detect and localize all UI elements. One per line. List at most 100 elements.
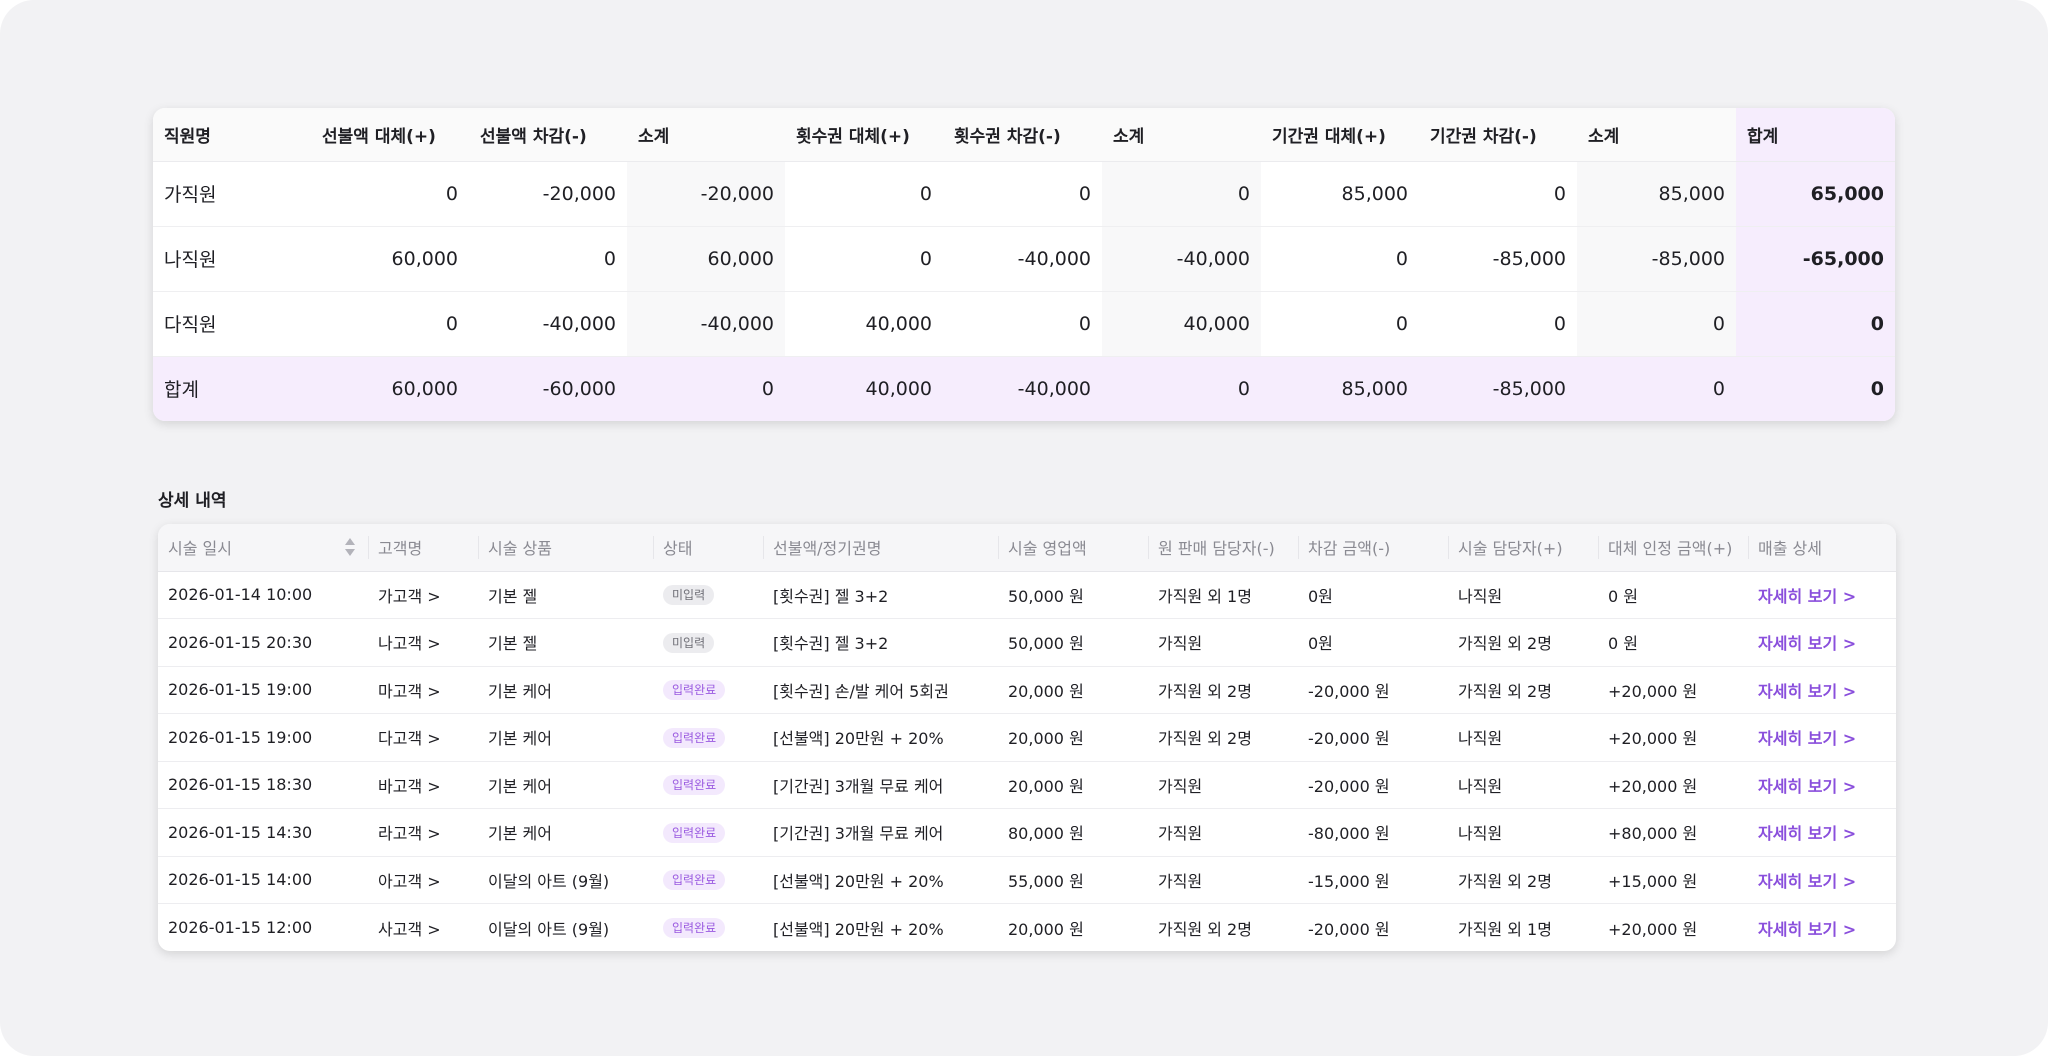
header-prepaid-transfer: 선불액 대체(+)	[311, 108, 469, 162]
customer-link[interactable]: 다고객 >	[378, 729, 441, 749]
customer-link[interactable]: 가고객 >	[378, 586, 441, 606]
service-staff-cell: 가직원 외 2명	[1458, 871, 1552, 891]
value-cell: 0	[943, 161, 1102, 227]
sales-amount-cell: 20,000 원	[1008, 681, 1084, 701]
sales-amount-cell: 50,000 원	[1008, 586, 1084, 606]
original-seller-cell-container: 가직원 외 2명	[1148, 713, 1298, 762]
detail-link[interactable]: 자세히 보기 >	[1758, 729, 1857, 749]
customer-link[interactable]: 라고객 >	[378, 824, 441, 844]
header-ticket-deduct: 횟수권 차감(-)	[943, 108, 1102, 162]
total-label-cell: 합계	[153, 356, 311, 421]
summary-row: 다직원 0 -40,000 -40,000 40,000 0 40,000 0 …	[153, 291, 1895, 357]
datetime-cell: 2026-01-15 20:30	[168, 632, 313, 652]
pass-name-cell-container: [횟수권] 젤 3+2	[763, 618, 998, 667]
header-service-datetime[interactable]: 시술 일시	[158, 524, 368, 572]
table-row: 2026-01-15 14:00 아고객 > 이달의 아트 (9월) 입력완료 [선불액…	[158, 856, 1896, 904]
product-cell: 기본 젤	[488, 586, 538, 606]
datetime-cell: 2026-01-15 12:00	[168, 918, 313, 937]
service-staff-cell: 나직원	[1458, 586, 1503, 606]
sort-icon[interactable]	[344, 536, 356, 558]
deduct-amount-cell-container: -20,000 원	[1298, 666, 1448, 714]
status-badge-container: 입력완료	[653, 713, 763, 762]
original-seller-cell: 가직원	[1158, 824, 1203, 844]
deduct-amount-cell: -20,000 원	[1308, 681, 1390, 701]
service-staff-cell-container: 가직원 외 1명	[1448, 904, 1598, 952]
product-cell: 기본 젤	[488, 634, 538, 654]
detail-link[interactable]: 자세히 보기 >	[1758, 634, 1857, 654]
customer-link[interactable]: 아고객 >	[378, 871, 441, 891]
pass-name-cell: [횟수권] 젤 3+2	[773, 634, 889, 654]
sales-amount-cell-container: 50,000 원	[998, 618, 1148, 667]
original-seller-cell: 가직원 외 2명	[1158, 729, 1252, 749]
pass-name-cell-container: [횟수권] 젤 3+2	[763, 571, 998, 619]
detail-link[interactable]: 자세히 보기 >	[1758, 681, 1857, 701]
detail-link-container: 자세히 보기 >	[1748, 904, 1896, 952]
total-value-cell: -40,000	[943, 356, 1102, 421]
subtotal-cell: -40,000	[1102, 226, 1261, 292]
header-status: 상태	[653, 524, 763, 572]
original-seller-cell: 가직원	[1158, 776, 1203, 796]
customer-link-container: 아고객 >	[368, 856, 478, 904]
value-cell: 0	[311, 291, 469, 357]
sales-amount-cell-container: 50,000 원	[998, 571, 1148, 619]
deduct-amount-cell: 0원	[1308, 634, 1333, 654]
credit-amount-cell: +15,000 원	[1608, 871, 1698, 891]
detail-link[interactable]: 자세히 보기 >	[1758, 586, 1857, 606]
value-cell: 0	[1419, 161, 1577, 227]
value-cell: 0	[1261, 291, 1419, 357]
subtotal-cell: 0	[1102, 161, 1261, 227]
detail-link-container: 자세히 보기 >	[1748, 856, 1896, 904]
sales-amount-cell: 55,000 원	[1008, 871, 1084, 891]
pass-name-cell: [선불액] 20만원 + 20%	[773, 729, 944, 749]
product-cell-container: 기본 젤	[478, 618, 653, 667]
detail-link-container: 자세히 보기 >	[1748, 761, 1896, 809]
header-period-deduct: 기간권 차감(-)	[1419, 108, 1577, 162]
total-value-cell: -60,000	[469, 356, 627, 421]
detail-card: 시술 일시 고객명 시술 상품 상태 선불액/정기권명 시술 영업액 원 판매 …	[158, 524, 1896, 951]
detail-link[interactable]: 자세히 보기 >	[1758, 824, 1857, 844]
sales-amount-cell: 80,000 원	[1008, 824, 1084, 844]
value-cell: 0	[943, 291, 1102, 357]
original-seller-cell-container: 가직원	[1148, 761, 1298, 809]
product-cell-container: 기본 케어	[478, 808, 653, 857]
credit-amount-cell-container: 0 원	[1598, 618, 1748, 667]
staff-name-cell: 가직원	[153, 161, 311, 227]
status-badge: 미입력	[663, 632, 715, 653]
subtotal-cell: 85,000	[1577, 161, 1736, 227]
datetime-cell: 2026-01-15 14:30	[168, 822, 313, 842]
pass-name-cell-container: [선불액] 20만원 + 20%	[763, 856, 998, 904]
customer-link-container: 라고객 >	[368, 808, 478, 857]
sales-amount-cell-container: 20,000 원	[998, 666, 1148, 714]
detail-link[interactable]: 자세히 보기 >	[1758, 871, 1857, 891]
deduct-amount-cell-container: -20,000 원	[1298, 761, 1448, 809]
deduct-amount-cell: -20,000 원	[1308, 919, 1390, 939]
product-cell-container: 이달의 아트 (9월)	[478, 904, 653, 952]
product-cell-container: 기본 케어	[478, 666, 653, 714]
table-row: 2026-01-15 18:30 바고객 > 기본 케어 입력완료 [기간권] 3개월 …	[158, 761, 1896, 809]
detail-link[interactable]: 자세히 보기 >	[1758, 776, 1857, 796]
header-sales-detail: 매출 상세	[1748, 524, 1896, 572]
total-cell: 65,000	[1736, 161, 1895, 227]
credit-amount-cell: +20,000 원	[1608, 729, 1698, 749]
customer-link-container: 나고객 >	[368, 618, 478, 667]
datetime-cell: 2026-01-15 19:00	[168, 727, 313, 747]
detail-link[interactable]: 자세히 보기 >	[1758, 919, 1857, 939]
table-row: 2026-01-15 12:00 사고객 > 이달의 아트 (9월) 입력완료 [선불액…	[158, 904, 1896, 952]
credit-amount-cell-container: +20,000 원	[1598, 761, 1748, 809]
customer-link[interactable]: 마고객 >	[378, 681, 441, 701]
summary-header-row: 직원명 선불액 대체(+) 선불액 차감(-) 소계 횟수권 대체(+) 횟수권…	[153, 108, 1895, 162]
sales-amount-cell-container: 20,000 원	[998, 761, 1148, 809]
datetime-cell-container: 2026-01-15 19:00	[158, 713, 368, 762]
total-value-cell: 0	[627, 356, 785, 421]
customer-link[interactable]: 사고객 >	[378, 919, 441, 939]
service-staff-cell-container: 나직원	[1448, 808, 1598, 857]
service-staff-cell: 가직원 외 2명	[1458, 634, 1552, 654]
credit-amount-cell-container: +20,000 원	[1598, 904, 1748, 952]
table-row: 2026-01-15 19:00 다고객 > 기본 케어 입력완료 [선불액] 20만원…	[158, 713, 1896, 762]
customer-link[interactable]: 바고객 >	[378, 776, 441, 796]
credit-amount-cell-container: +80,000 원	[1598, 808, 1748, 857]
table-row: 2026-01-15 19:00 마고객 > 기본 케어 입력완료 [횟수권] 손/발 …	[158, 666, 1896, 714]
customer-link[interactable]: 나고객 >	[378, 634, 441, 654]
service-staff-cell: 가직원 외 2명	[1458, 681, 1552, 701]
pass-name-cell-container: [기간권] 3개월 무료 케어	[763, 761, 998, 809]
